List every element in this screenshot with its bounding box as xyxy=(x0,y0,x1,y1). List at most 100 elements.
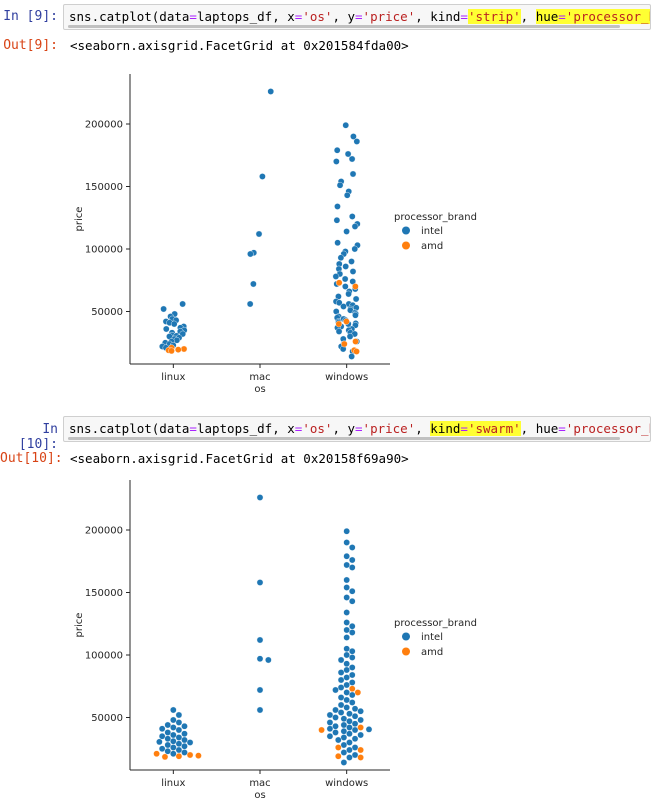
data-point-intel xyxy=(352,311,359,319)
data-point-intel xyxy=(343,584,350,591)
data-point-intel xyxy=(181,736,188,744)
data-point-intel xyxy=(170,706,177,714)
data-point-intel xyxy=(346,746,353,754)
code-cell-10[interactable]: sns.catplot(data=laptops_df, x='os', y='… xyxy=(63,416,651,442)
data-point-intel xyxy=(158,725,166,733)
data-point-intel xyxy=(343,674,350,681)
data-point-intel xyxy=(158,745,166,753)
in-prompt-9: In [9]: xyxy=(3,9,58,24)
data-point-intel xyxy=(346,717,353,725)
data-point-intel xyxy=(343,704,350,711)
data-point-intel xyxy=(335,299,343,307)
data-point-intel xyxy=(326,725,334,733)
data-point-amd xyxy=(334,744,342,751)
data-point-intel xyxy=(348,622,356,630)
y-tick-label: 50000 xyxy=(91,307,123,318)
x-tick-label: linux xyxy=(161,778,185,789)
x-tick-label: windows xyxy=(325,778,368,789)
data-point-intel xyxy=(256,655,264,663)
legend-entry-intel: intel xyxy=(421,632,443,643)
data-point-intel xyxy=(256,706,264,714)
data-point-amd xyxy=(175,752,183,760)
data-point-intel xyxy=(259,173,266,180)
output-text-10: <seaborn.axisgrid.FacetGrid at 0x20158f6… xyxy=(70,451,409,466)
data-point-intel xyxy=(340,715,348,723)
data-point-amd xyxy=(357,724,364,731)
y-tick-label: 200000 xyxy=(85,120,123,131)
kind-highlight: kind='swarm' xyxy=(430,421,521,436)
data-point-intel xyxy=(343,191,351,199)
kind-highlight: 'strip' xyxy=(467,9,521,24)
data-point-intel xyxy=(341,275,349,283)
data-point-intel xyxy=(332,722,339,730)
data-point-amd xyxy=(354,689,362,696)
data-point-intel xyxy=(348,556,356,564)
x-tick-label: linux xyxy=(161,372,185,383)
data-point-intel xyxy=(343,609,350,616)
data-point-intel xyxy=(326,719,334,726)
code-text: sns.catplot(data=laptops_df, x='os', y='… xyxy=(69,9,650,24)
data-point-intel xyxy=(175,726,183,734)
legend-marker-amd xyxy=(402,241,410,250)
data-point-intel xyxy=(337,684,345,691)
data-point-intel xyxy=(345,290,352,298)
data-point-intel xyxy=(333,146,341,154)
data-point-intel xyxy=(160,305,167,313)
data-point-intel xyxy=(265,656,272,664)
data-point-intel xyxy=(343,552,350,560)
code-cell-9[interactable]: sns.catplot(data=laptops_df, x='os', y='… xyxy=(63,4,651,30)
data-point-intel xyxy=(348,597,356,605)
horizontal-scrollbar[interactable] xyxy=(68,437,620,440)
data-point-amd xyxy=(357,754,364,761)
data-point-intel xyxy=(332,729,339,736)
data-point-intel xyxy=(158,732,166,740)
data-point-amd xyxy=(153,750,160,758)
data-point-intel xyxy=(340,727,348,735)
data-point-intel xyxy=(337,701,345,709)
data-point-intel xyxy=(337,676,345,684)
data-point-intel xyxy=(255,230,263,238)
data-point-intel xyxy=(351,744,359,751)
legend-title: processor_brand xyxy=(394,618,477,629)
data-point-intel xyxy=(334,736,342,744)
data-point-amd xyxy=(186,751,194,759)
data-point-intel xyxy=(348,679,356,686)
x-tick-label: mac xyxy=(249,372,270,383)
data-point-intel xyxy=(337,656,345,664)
data-point-intel xyxy=(181,730,188,738)
out-prompt-9: Out[9]: xyxy=(3,38,58,53)
data-point-intel xyxy=(170,716,177,724)
output-text-9: <seaborn.axisgrid.FacetGrid at 0x201584f… xyxy=(70,38,409,53)
data-point-intel xyxy=(332,686,339,694)
data-point-intel xyxy=(351,245,359,253)
y-axis-label: price xyxy=(74,613,85,638)
data-point-intel xyxy=(343,626,350,634)
data-point-intel xyxy=(340,721,348,729)
y-tick-label: 100000 xyxy=(85,651,123,662)
data-point-intel xyxy=(348,258,355,265)
data-point-amd xyxy=(352,338,359,345)
data-point-intel xyxy=(332,273,340,280)
x-axis-label: os xyxy=(254,384,265,395)
data-point-intel xyxy=(170,750,177,758)
strip-plot: 50000 100000 150000 200000 linux mac windows os… xyxy=(60,62,480,402)
data-point-amd xyxy=(318,726,325,734)
data-point-intel xyxy=(337,709,345,716)
in-prompt-10: In [10]: xyxy=(18,422,58,452)
data-point-intel xyxy=(349,268,357,275)
data-point-intel xyxy=(346,710,353,718)
data-point-intel xyxy=(337,694,345,701)
strip-plot-svg: 50000 100000 150000 200000 linux mac windows os… xyxy=(74,74,477,395)
data-point-amd xyxy=(353,348,360,355)
data-point-intel xyxy=(164,735,172,743)
horizontal-scrollbar[interactable] xyxy=(68,25,620,28)
data-point-intel xyxy=(256,636,264,644)
data-point-intel xyxy=(351,720,359,728)
data-point-intel xyxy=(170,724,177,731)
y-tick-label: 100000 xyxy=(85,245,123,256)
data-point-intel xyxy=(346,333,354,340)
x-axis-label: os xyxy=(254,790,265,801)
data-point-intel xyxy=(357,707,364,715)
data-point-amd xyxy=(174,346,182,353)
legend-marker-intel xyxy=(402,632,410,641)
